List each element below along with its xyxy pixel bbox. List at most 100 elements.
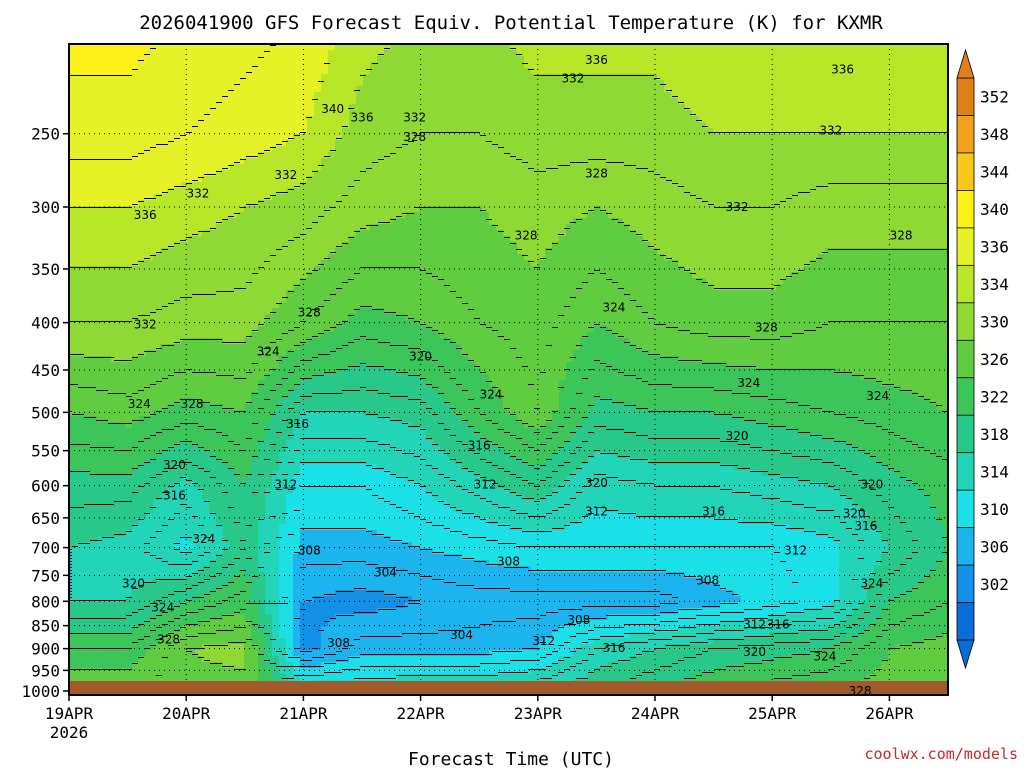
field-cell (307, 122, 315, 129)
field-cell (314, 242, 322, 249)
field-cell (923, 86, 931, 93)
field-cell (671, 74, 679, 81)
field-cell (335, 68, 343, 75)
field-cell (447, 212, 455, 219)
field-cell (615, 92, 623, 99)
field-cell (692, 44, 700, 51)
field-cell (475, 200, 483, 207)
field-cell (146, 260, 154, 267)
field-cell (510, 146, 518, 153)
field-cell (615, 260, 623, 267)
field-cell (587, 158, 595, 165)
field-cell (636, 170, 644, 177)
field-cell (384, 224, 392, 231)
field-cell (286, 56, 294, 63)
field-cell (748, 74, 756, 81)
field-cell (328, 104, 336, 111)
field-cell (342, 62, 350, 69)
field-cell (475, 110, 483, 117)
field-cell (419, 152, 427, 159)
field-cell (251, 50, 259, 57)
field-cell (356, 110, 364, 117)
field-cell (440, 86, 448, 93)
field-cell (748, 152, 756, 159)
field-cell (874, 230, 882, 237)
field-cell (510, 230, 518, 237)
field-cell (447, 68, 455, 75)
field-cell (769, 56, 777, 63)
field-cell (209, 242, 217, 249)
field-cell (790, 236, 798, 243)
field-cell (580, 272, 588, 279)
field-cell (111, 158, 119, 165)
field-cell (188, 170, 196, 177)
field-cell (804, 224, 812, 231)
field-cell (657, 170, 665, 177)
field-cell (580, 218, 588, 225)
field-cell (832, 134, 840, 141)
field-cell (881, 80, 889, 87)
field-cell (426, 200, 434, 207)
field-cell (139, 212, 147, 219)
field-cell (587, 182, 595, 189)
field-cell (454, 278, 462, 285)
field-cell (804, 116, 812, 123)
field-cell (83, 170, 91, 177)
field-cell (244, 110, 252, 117)
field-cell (412, 272, 420, 279)
field-cell (706, 116, 714, 123)
field-cell (293, 266, 301, 273)
field-cell (671, 170, 679, 177)
field-cell (69, 86, 77, 93)
field-cell (867, 236, 875, 243)
field-cell (685, 188, 693, 195)
field-cell (853, 158, 861, 165)
field-cell (503, 224, 511, 231)
field-cell (636, 134, 644, 141)
field-cell (580, 50, 588, 57)
field-cell (153, 134, 161, 141)
field-cell (251, 206, 259, 213)
field-cell (440, 218, 448, 225)
field-cell (601, 224, 609, 231)
field-cell (699, 170, 707, 177)
field-cell (433, 188, 441, 195)
field-cell (895, 158, 903, 165)
field-cell (384, 278, 392, 285)
field-cell (916, 74, 924, 81)
field-cell (538, 74, 546, 81)
field-cell (881, 110, 889, 117)
field-cell (517, 200, 525, 207)
field-cell (825, 68, 833, 75)
field-cell (363, 86, 371, 93)
field-cell (748, 212, 756, 219)
field-cell (692, 206, 700, 213)
field-cell (517, 260, 525, 267)
field-cell (335, 260, 343, 267)
field-cell (517, 122, 525, 129)
field-cell (748, 98, 756, 105)
field-cell (608, 176, 616, 183)
field-cell (307, 128, 315, 135)
field-cell (776, 140, 784, 147)
field-cell (265, 248, 273, 255)
field-cell (258, 146, 266, 153)
field-cell (202, 44, 210, 51)
field-cell (629, 206, 637, 213)
field-cell (181, 152, 189, 159)
field-cell (825, 128, 833, 135)
field-cell (937, 260, 945, 267)
field-cell (454, 128, 462, 135)
field-cell (510, 134, 518, 141)
field-cell (258, 224, 266, 231)
field-cell (573, 272, 581, 279)
field-cell (867, 266, 875, 273)
field-cell (678, 74, 686, 81)
field-cell (727, 98, 735, 105)
field-cell (783, 242, 791, 249)
field-cell (454, 206, 462, 213)
field-cell (839, 152, 847, 159)
field-cell (209, 176, 217, 183)
field-cell (944, 170, 948, 177)
field-cell (734, 272, 742, 279)
